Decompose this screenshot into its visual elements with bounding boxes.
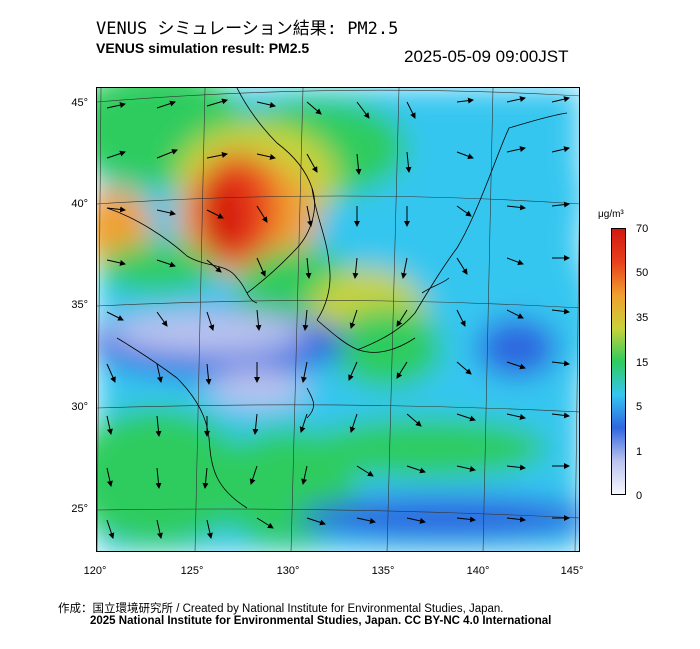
- concentration-field: [97, 88, 579, 551]
- colorbar-tick-70: 70: [636, 223, 649, 235]
- chart-title-japanese: VENUS シミュレーション結果: PM2.5: [96, 19, 399, 39]
- credit-line: 作成：国立環境研究所 / Created by National Institu…: [58, 603, 504, 615]
- lat-label-40: 40°: [71, 198, 88, 210]
- coastlines: [106, 88, 568, 509]
- colorbar-tick-1: 1: [636, 446, 643, 458]
- pm25-concentration-map: [97, 88, 579, 551]
- lat-label-45: 45°: [71, 97, 88, 109]
- lat-label-30: 30°: [71, 401, 88, 413]
- license-line: 2025 National Institute for Environmenta…: [90, 615, 552, 627]
- colorbar-tick-35: 35: [636, 312, 649, 324]
- lon-label-135: 135°: [371, 565, 395, 577]
- lat-label-25: 25°: [71, 503, 88, 515]
- lon-label-130: 130°: [276, 565, 300, 577]
- colorbar: [611, 228, 626, 495]
- colorbar-tick-0: 0: [636, 490, 643, 502]
- lon-label-140: 140°: [466, 565, 490, 577]
- lon-label-120: 120°: [83, 565, 107, 577]
- pm25-map: [96, 87, 580, 552]
- colorbar-tick-15: 15: [636, 357, 649, 369]
- forecast-timestamp: 2025-05-09 09:00JST: [404, 47, 569, 66]
- lat-label-35: 35°: [71, 299, 88, 311]
- graticule: [97, 88, 579, 551]
- colorbar-tick-50: 50: [636, 267, 649, 279]
- chart-title-english: VENUS simulation result: PM2.5: [96, 40, 310, 56]
- lon-label-145: 145°: [560, 565, 584, 577]
- colorbar-tick-5: 5: [636, 401, 643, 413]
- wind-vectors: [106, 96, 570, 539]
- colorbar-unit: μg/m³: [598, 209, 624, 220]
- lon-label-125: 125°: [180, 565, 204, 577]
